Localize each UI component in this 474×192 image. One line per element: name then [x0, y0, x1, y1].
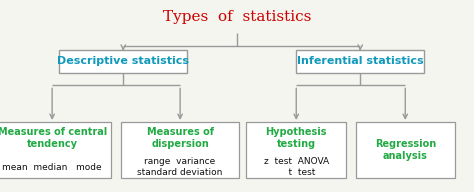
Text: Types  of  statistics: Types of statistics [163, 10, 311, 24]
Text: Inferential statistics: Inferential statistics [297, 56, 424, 66]
Text: Measures of
dispersion: Measures of dispersion [146, 127, 214, 149]
Text: Regression
analysis: Regression analysis [374, 139, 436, 161]
Text: Hypothesis
testing: Hypothesis testing [265, 127, 327, 149]
FancyBboxPatch shape [0, 122, 111, 178]
FancyBboxPatch shape [121, 122, 239, 178]
FancyBboxPatch shape [59, 50, 187, 73]
Text: mean  median   mode: mean median mode [2, 163, 102, 171]
Text: Measures of central
tendency: Measures of central tendency [0, 127, 107, 149]
FancyBboxPatch shape [246, 122, 346, 178]
Text: z  test  ANOVA
    t  test: z test ANOVA t test [264, 157, 329, 177]
FancyBboxPatch shape [356, 122, 455, 178]
Text: range  variance
standard deviation: range variance standard deviation [137, 157, 223, 177]
FancyBboxPatch shape [296, 50, 424, 73]
Text: Descriptive statistics: Descriptive statistics [57, 56, 189, 66]
